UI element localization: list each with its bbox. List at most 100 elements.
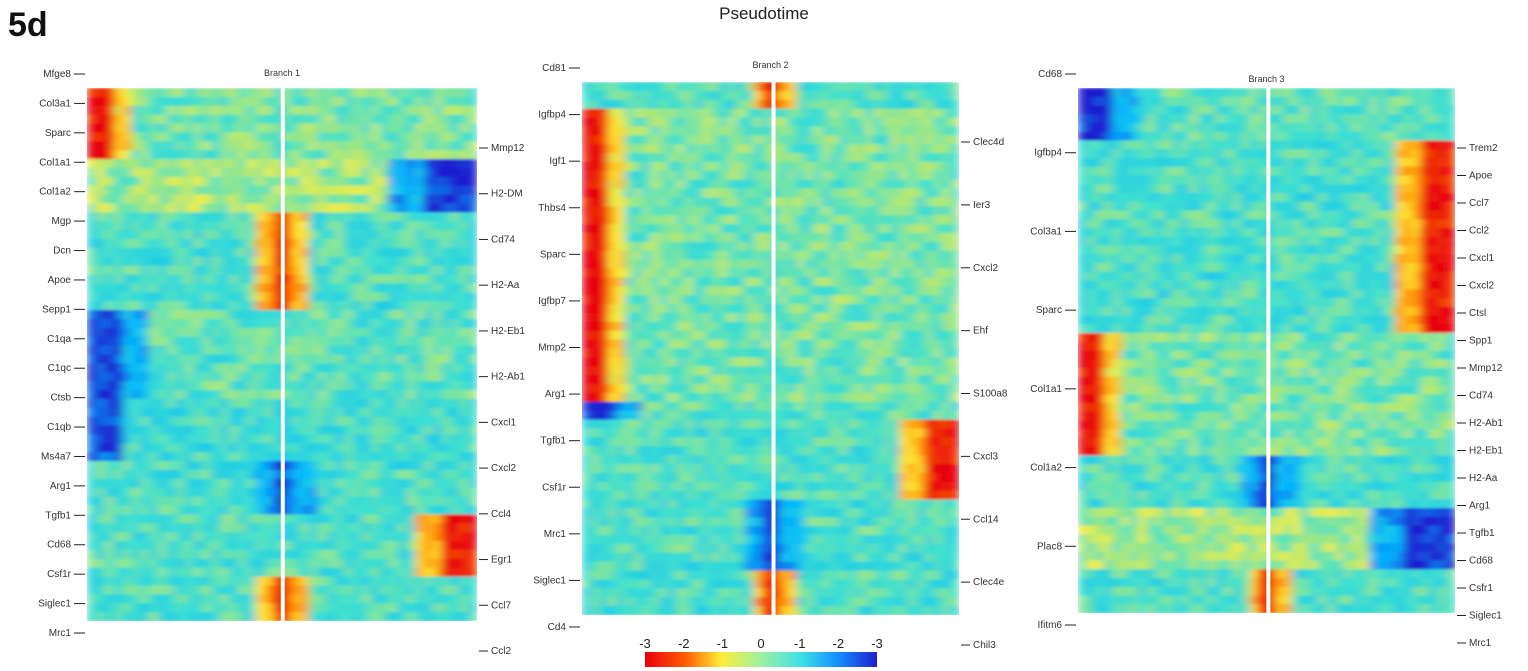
heatmap-cell	[933, 330, 943, 341]
heatmap-cell	[370, 576, 381, 587]
heatmap-cell	[719, 321, 729, 332]
figure-title: Pseudotime	[719, 4, 809, 23]
heatmap-cell	[821, 384, 832, 394]
heatmap-cell	[659, 268, 669, 278]
heatmap-cell	[813, 126, 823, 136]
heatmap-cell	[459, 532, 469, 542]
heatmap-cell	[335, 310, 345, 320]
heatmap-cell	[370, 274, 381, 284]
heatmap-cell	[779, 357, 789, 367]
heatmap-cell	[856, 428, 866, 438]
heatmap-cell	[175, 194, 186, 205]
heatmap-cell	[950, 472, 960, 483]
heatmap-cell	[441, 283, 451, 293]
heatmap-cell	[933, 90, 943, 101]
heatmap-cell	[787, 313, 797, 323]
heatmap-cell	[599, 268, 609, 278]
heatmap-cell	[599, 526, 609, 536]
heatmap-cell	[744, 464, 754, 474]
heatmap-cell	[830, 472, 840, 483]
heatmap-cell	[779, 339, 789, 350]
heatmap-cell	[175, 327, 186, 338]
heatmap-cell	[344, 283, 354, 293]
heatmap-cell	[423, 487, 434, 498]
heatmap-cell	[228, 141, 239, 151]
heatmap-cell	[899, 233, 909, 243]
heatmap-cell	[441, 532, 451, 542]
heatmap-cell	[237, 292, 248, 302]
heatmap-cell	[924, 277, 934, 287]
heatmap-cell	[753, 464, 763, 474]
heatmap-cell	[326, 381, 336, 391]
heatmap-cell	[924, 455, 934, 465]
heatmap-cell	[95, 345, 106, 356]
heatmap-cell	[873, 286, 883, 296]
heatmap-cell	[667, 499, 677, 509]
heatmap-cell	[122, 239, 132, 249]
heatmap-cell	[881, 330, 892, 341]
heatmap-cell	[719, 82, 729, 92]
heatmap-cell	[719, 499, 729, 509]
heatmap-cell	[157, 478, 168, 489]
heatmap-cell	[273, 203, 283, 213]
heatmap-cell	[335, 105, 345, 116]
heatmap-cell	[423, 594, 434, 604]
heatmap-cell	[899, 472, 909, 483]
heatmap-cell	[753, 241, 763, 252]
heatmap-cell	[299, 301, 310, 311]
heatmap-cell	[344, 336, 354, 347]
heatmap-cell	[667, 446, 677, 456]
heatmap-cell	[856, 170, 866, 181]
heatmap-cell	[131, 496, 141, 507]
heatmap-cell	[104, 327, 115, 338]
heatmap-cell	[131, 425, 141, 436]
heatmap-cell	[149, 416, 159, 427]
heatmap-cell	[157, 265, 168, 276]
heatmap-cell	[924, 375, 934, 385]
heatmap-cell	[149, 558, 159, 569]
heatmap-cell	[744, 321, 754, 332]
heatmap-cell	[149, 603, 159, 613]
heatmap-cell	[916, 481, 926, 492]
heatmap-cell	[459, 416, 469, 427]
heatmap-cell	[933, 401, 943, 412]
heatmap-cell	[693, 526, 703, 536]
heatmap-cell	[890, 108, 900, 119]
heatmap-cell	[326, 478, 336, 489]
heatmap-cell	[624, 286, 634, 296]
heatmap-cell	[104, 496, 115, 507]
heatmap-cell	[423, 327, 434, 338]
heatmap-cell	[264, 319, 274, 329]
heatmap-cell	[211, 230, 221, 240]
heatmap-cell	[933, 250, 943, 261]
heatmap-cell	[423, 167, 434, 178]
heatmap-cell	[237, 274, 248, 284]
heatmap-cell	[406, 96, 416, 107]
heatmap-cell	[468, 141, 478, 151]
heatmap-cell	[326, 354, 336, 364]
heatmap-cell	[104, 345, 115, 356]
heatmap-cell	[899, 170, 909, 181]
heatmap-cell	[104, 434, 115, 444]
heatmap-cell	[667, 348, 677, 358]
heatmap-cell	[847, 490, 857, 501]
heatmap-cell	[864, 250, 874, 261]
heatmap-cell	[890, 179, 900, 190]
heatmap-cell	[175, 487, 186, 498]
heatmap-cell	[157, 96, 168, 107]
heatmap-cell	[95, 247, 106, 258]
heatmap-cell	[370, 176, 381, 187]
heatmap-cell	[149, 576, 159, 587]
heatmap-cell	[468, 363, 478, 373]
heatmap-cell	[175, 256, 186, 267]
heatmap-cell	[237, 96, 248, 107]
heatmap-cell	[650, 384, 660, 394]
heatmap-cell	[273, 239, 283, 249]
heatmap-cell	[149, 345, 159, 356]
heatmap-cell	[684, 268, 694, 278]
heatmap-cell	[299, 132, 310, 142]
heatmap-cell	[667, 437, 677, 447]
heatmap-cell	[590, 526, 600, 536]
heatmap-cell	[308, 159, 319, 169]
heatmap-cell	[361, 390, 372, 400]
